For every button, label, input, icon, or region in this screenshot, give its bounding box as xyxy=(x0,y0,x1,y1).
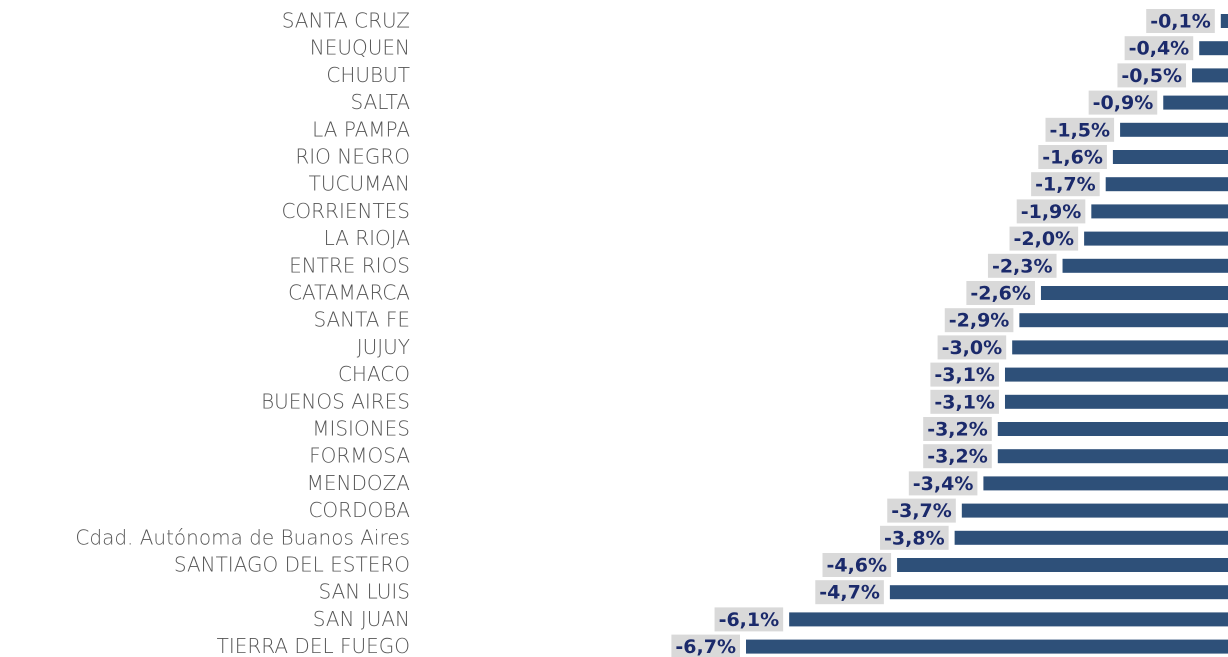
value-label: -0,5% xyxy=(1121,65,1182,87)
value-label-bg xyxy=(815,580,884,605)
category-label: CATAMARCA xyxy=(288,281,410,305)
category-label: LA RIOJA xyxy=(324,226,411,250)
bar xyxy=(1220,14,1228,28)
category-label: TUCUMAN xyxy=(309,172,410,196)
value-label: -1,6% xyxy=(1042,147,1103,169)
value-label-bg xyxy=(930,362,999,387)
category-label: ENTRE RIOS xyxy=(289,253,410,277)
category-label: Cdad. Autónoma de Buanos Aires xyxy=(75,525,410,549)
bar xyxy=(1163,95,1228,110)
value-label-bg xyxy=(880,525,949,550)
value-label: -3,8% xyxy=(884,527,945,549)
bar xyxy=(1084,231,1228,246)
value-label: -3,1% xyxy=(934,391,995,413)
category-label: SANTIAGO DEL ESTERO xyxy=(174,553,410,577)
category-label: SAN LUIS xyxy=(319,580,410,604)
bar xyxy=(997,422,1228,436)
value-label-bg xyxy=(944,308,1014,333)
value-label: -2,0% xyxy=(1014,228,1075,250)
value-label-bg xyxy=(923,417,992,441)
value-label: -4,7% xyxy=(819,582,880,604)
category-label: LA PAMPA xyxy=(312,117,410,141)
value-label: -0,4% xyxy=(1129,38,1190,60)
category-label: TIERRA DEL FUEGO xyxy=(217,634,410,657)
value-label-bg xyxy=(1038,145,1107,169)
bar xyxy=(1004,394,1228,409)
bar xyxy=(1040,286,1228,300)
value-label-bg xyxy=(1146,9,1215,33)
bar xyxy=(897,558,1228,572)
value-label: -6,7% xyxy=(675,636,736,657)
category-label: BUENOS AIRES xyxy=(261,389,410,413)
value-label-bg xyxy=(1016,199,1086,224)
category-label: SAN JUAN xyxy=(313,607,410,631)
value-label: -1,5% xyxy=(1049,119,1110,141)
category-label: RIO NEGRO xyxy=(295,145,410,169)
value-label-bg xyxy=(966,281,1035,305)
value-label-bg xyxy=(887,498,956,523)
value-label-bg xyxy=(714,607,784,632)
category-label: SALTA xyxy=(351,90,411,114)
value-label: -1,9% xyxy=(1021,201,1082,223)
value-label: -2,3% xyxy=(992,255,1053,277)
value-label: -6,1% xyxy=(719,609,780,631)
category-label: MENDOZA xyxy=(307,471,411,495)
bar xyxy=(1062,258,1228,273)
bar xyxy=(1012,340,1228,355)
value-label-bg xyxy=(1031,172,1100,197)
value-label-bg xyxy=(987,253,1057,278)
bar xyxy=(1091,204,1228,219)
category-label: CORRIENTES xyxy=(281,199,410,223)
value-label: -0,1% xyxy=(1150,11,1211,33)
value-label: -3,4% xyxy=(913,473,974,495)
category-label: CHACO xyxy=(338,362,410,386)
value-label-bg xyxy=(923,444,992,469)
category-label: MISIONES xyxy=(312,417,410,441)
category-label: SANTA CRUZ xyxy=(282,9,410,33)
bar xyxy=(1105,177,1228,192)
bar xyxy=(1199,41,1228,56)
category-label: FORMOSA xyxy=(309,444,410,468)
category-label: CORDOBA xyxy=(308,498,410,522)
value-label-bg xyxy=(1045,117,1115,142)
bar xyxy=(961,503,1228,518)
category-label: SANTA FE xyxy=(313,308,410,332)
category-label: JUJUY xyxy=(357,335,410,359)
value-label-bg xyxy=(822,553,892,577)
bar xyxy=(954,530,1228,545)
bar xyxy=(1120,122,1228,137)
bar xyxy=(983,476,1228,491)
bar xyxy=(889,585,1228,600)
value-label: -3,7% xyxy=(891,500,952,522)
value-label: -2,9% xyxy=(949,310,1010,332)
value-label: -3,1% xyxy=(934,364,995,386)
bar xyxy=(1112,150,1228,164)
value-label: -1,7% xyxy=(1035,174,1096,196)
bar xyxy=(1019,313,1228,328)
value-label: -0,9% xyxy=(1093,92,1154,114)
value-label-bg xyxy=(1088,90,1158,115)
value-label-bg xyxy=(1009,226,1079,251)
value-label-bg xyxy=(671,634,740,657)
bar xyxy=(997,449,1228,464)
value-label: -2,6% xyxy=(970,283,1031,305)
value-label-bg xyxy=(1117,63,1187,88)
bar xyxy=(1004,367,1228,382)
value-label-bg xyxy=(930,389,999,414)
value-label: -3,2% xyxy=(927,446,988,468)
bar xyxy=(1192,68,1228,83)
bar xyxy=(789,612,1228,627)
category-label: CHUBUT xyxy=(326,63,410,87)
value-label: -3,0% xyxy=(942,337,1003,359)
value-label: -4,6% xyxy=(826,555,887,577)
bar xyxy=(746,639,1228,654)
category-label: NEUQUEN xyxy=(310,36,410,60)
value-label: -3,2% xyxy=(927,419,988,441)
value-label-bg xyxy=(908,471,978,496)
value-label-bg xyxy=(937,335,1007,360)
value-label-bg xyxy=(1124,36,1194,61)
